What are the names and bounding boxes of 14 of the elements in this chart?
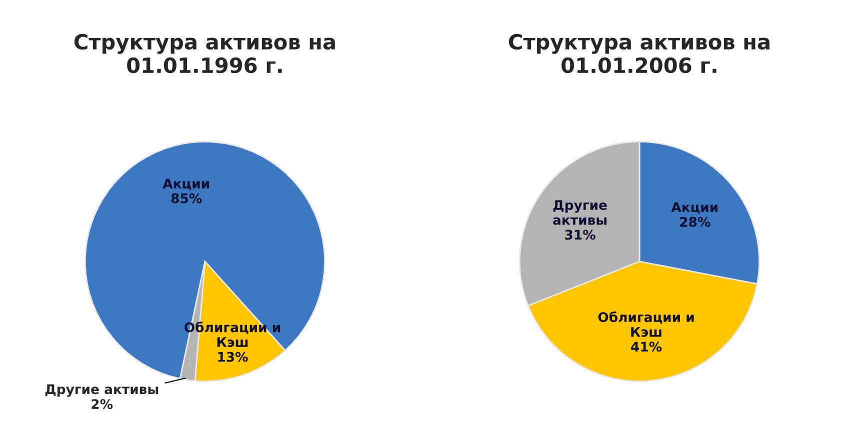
slice-label: Акции bbox=[671, 202, 718, 214]
slice-label: Другие активы bbox=[553, 200, 607, 225]
data-label: 28% bbox=[680, 216, 710, 227]
chart-title: Структура активов на 01.01.1996 г. bbox=[74, 34, 335, 74]
slice-label: Облигации и Кэш bbox=[598, 311, 694, 337]
data-label: 85% bbox=[171, 193, 202, 204]
chart-title: Структура активов на 01.01.2006 г. bbox=[508, 34, 770, 74]
pie-slice bbox=[84, 141, 326, 380]
data-label: 41% bbox=[631, 342, 662, 352]
slice-label: Акции bbox=[162, 178, 209, 190]
data-label: 2% bbox=[92, 399, 113, 410]
slice-label: Другие активы bbox=[45, 384, 158, 397]
data-label: 31% bbox=[565, 230, 596, 240]
data-label: 13% bbox=[218, 352, 248, 362]
